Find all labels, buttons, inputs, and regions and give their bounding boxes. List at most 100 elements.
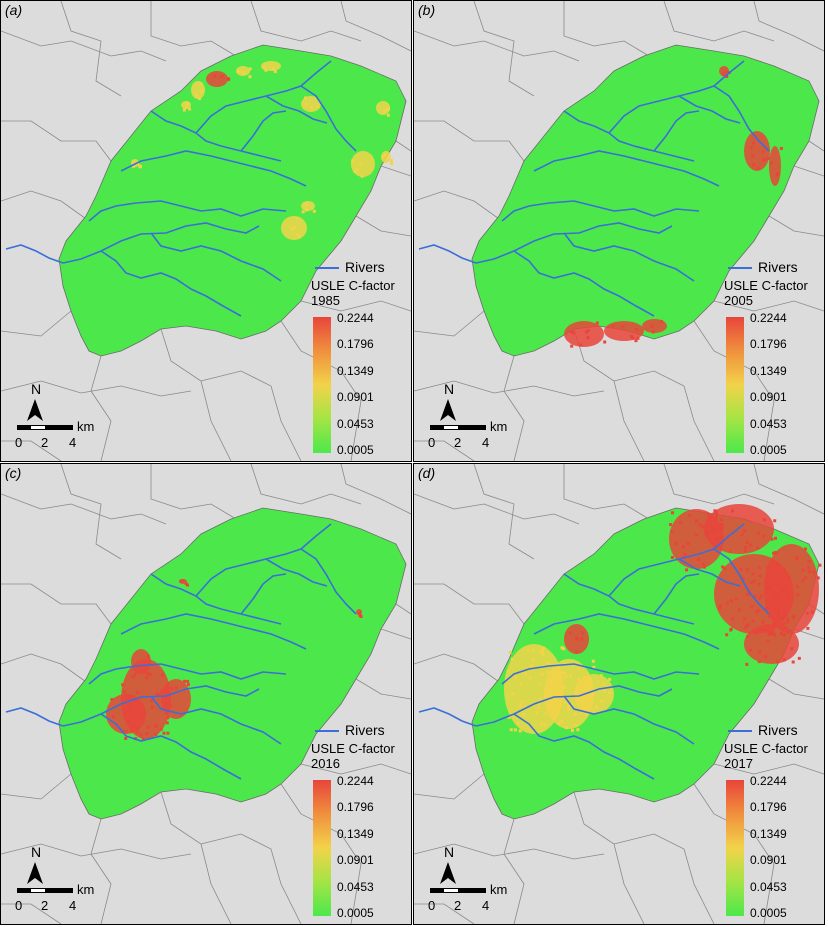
map-panel: (a) Rivers USLE C-factor 1985 0.2244 0.1796 0.…	[0, 0, 412, 462]
c-factor-patch	[642, 319, 667, 334]
legend-year: 1985	[311, 293, 340, 308]
scale-label: 0	[428, 435, 436, 450]
north-label: N	[444, 844, 455, 860]
rivers	[418, 523, 770, 780]
legend: Rivers USLE C-factor 2005 0.2244 0.1796 0.134…	[714, 259, 824, 459]
north-arrow-icon	[27, 862, 43, 884]
legend: Rivers USLE C-factor 2016 0.2244 0.1796 0.134…	[301, 722, 411, 922]
c-factor-patch	[356, 609, 363, 618]
scale-unit: km	[77, 419, 95, 434]
scale-label: 4	[69, 435, 77, 450]
legend-tick: 0.2244	[337, 774, 374, 788]
north-arrow-icon	[440, 862, 456, 884]
legend-rivers-label: Rivers	[345, 722, 385, 738]
catchment-area	[58, 44, 407, 357]
river-line-swatch	[315, 267, 339, 270]
c-factor-patch	[206, 71, 231, 87]
c-factor-patch	[261, 61, 281, 73]
north-label: N	[31, 844, 42, 860]
scale-label: 2	[454, 898, 462, 913]
legend-tick: 0.2244	[750, 774, 787, 788]
c-factor-patch	[106, 694, 146, 734]
legend-tick: 0.1796	[337, 800, 374, 815]
scale-label: 4	[482, 898, 490, 913]
legend-title: USLE C-factor	[311, 278, 395, 293]
legend-tick: 0.0901	[750, 853, 787, 868]
legend-ticks: 0.2244 0.1796 0.1349 0.0901 0.0453 0.0005	[337, 774, 374, 920]
color-ramp	[313, 317, 331, 453]
legend-tick: 0.0453	[750, 879, 787, 894]
panel-label: (a)	[5, 2, 23, 18]
c-factor-patch	[281, 216, 307, 240]
panel-label: (c)	[5, 465, 22, 481]
map-panel: (d) Rivers USLE C-factor 2017 0.2244 0.1796 0.…	[413, 463, 825, 925]
legend-year: 2017	[724, 756, 753, 771]
c-factor-patch	[604, 321, 644, 343]
map-panel: (c) Rivers USLE C-factor 2016 0.2244 0.1796 0.…	[0, 463, 412, 925]
scale-label: 2	[41, 435, 49, 450]
legend: Rivers USLE C-factor 1985 0.2244 0.1796 0.134…	[301, 259, 411, 459]
panel-label: (d)	[418, 465, 436, 481]
legend-rivers-label: Rivers	[758, 722, 798, 738]
c-factor-patch	[564, 321, 607, 348]
legend-tick: 0.1349	[750, 363, 787, 378]
basin-map	[414, 1, 824, 461]
legend-rivers: Rivers	[315, 722, 385, 738]
subbasin-boundaries	[414, 1, 824, 461]
scale-unit: km	[490, 419, 508, 434]
subbasin-boundaries	[1, 1, 411, 461]
c-factor-patch	[131, 649, 152, 677]
subbasin-boundaries	[414, 464, 824, 924]
c-factor-patch	[236, 66, 252, 79]
c-factor-patch	[564, 624, 589, 654]
legend-ticks: 0.2244 0.1796 0.1349 0.0901 0.0453 0.0005	[750, 311, 787, 457]
legend-ticks: 0.2244 0.1796 0.1349 0.0901 0.0453 0.0005	[750, 774, 787, 920]
river-line-swatch	[728, 730, 752, 733]
river-line-swatch	[728, 267, 752, 270]
subbasin-boundaries	[1, 464, 411, 924]
scale-label: 0	[428, 898, 436, 913]
scale-bar-graphic	[430, 888, 486, 893]
legend: Rivers USLE C-factor 2017 0.2244 0.1796 0.134…	[714, 722, 824, 922]
c-factor-patch	[574, 674, 614, 716]
rivers	[5, 523, 357, 780]
legend-year: 2005	[724, 293, 753, 308]
legend-tick: 0.0005	[337, 905, 374, 920]
catchment-area	[58, 507, 407, 820]
legend-tick: 0.2244	[750, 311, 787, 325]
legend-tick: 0.0901	[337, 390, 374, 405]
legend-tick: 0.0453	[337, 416, 374, 431]
basin-map	[1, 464, 411, 924]
scale-label: 4	[69, 898, 77, 913]
c-factor-patch	[191, 81, 205, 101]
c-factor-patch	[161, 679, 191, 720]
legend-rivers: Rivers	[728, 259, 798, 275]
scale-bar-graphic	[17, 425, 73, 430]
legend-tick: 0.0005	[750, 442, 787, 457]
legend-tick: 0.1796	[337, 337, 374, 352]
scale-unit: km	[77, 882, 95, 897]
color-ramp	[726, 317, 744, 453]
legend-title: USLE C-factor	[311, 741, 395, 756]
legend-tick: 0.1796	[750, 800, 787, 815]
legend-ticks: 0.2244 0.1796 0.1349 0.0901 0.0453 0.0005	[337, 311, 374, 457]
legend-tick: 0.0901	[750, 390, 787, 405]
scale-bar-graphic	[430, 425, 486, 430]
c-factor-patch	[769, 146, 783, 186]
legend-tick: 0.1796	[750, 337, 787, 352]
color-ramp	[313, 780, 331, 916]
scale-label: 4	[482, 435, 490, 450]
north-arrow-icon	[440, 399, 456, 421]
legend-tick: 0.0005	[750, 905, 787, 920]
color-ramp	[726, 780, 744, 916]
c-factor-patch	[351, 151, 375, 178]
legend-title: USLE C-factor	[724, 278, 808, 293]
c-factor-patch	[376, 101, 390, 117]
c-factor-patch	[744, 624, 801, 666]
river-line-swatch	[315, 730, 339, 733]
legend-rivers-label: Rivers	[345, 259, 385, 275]
